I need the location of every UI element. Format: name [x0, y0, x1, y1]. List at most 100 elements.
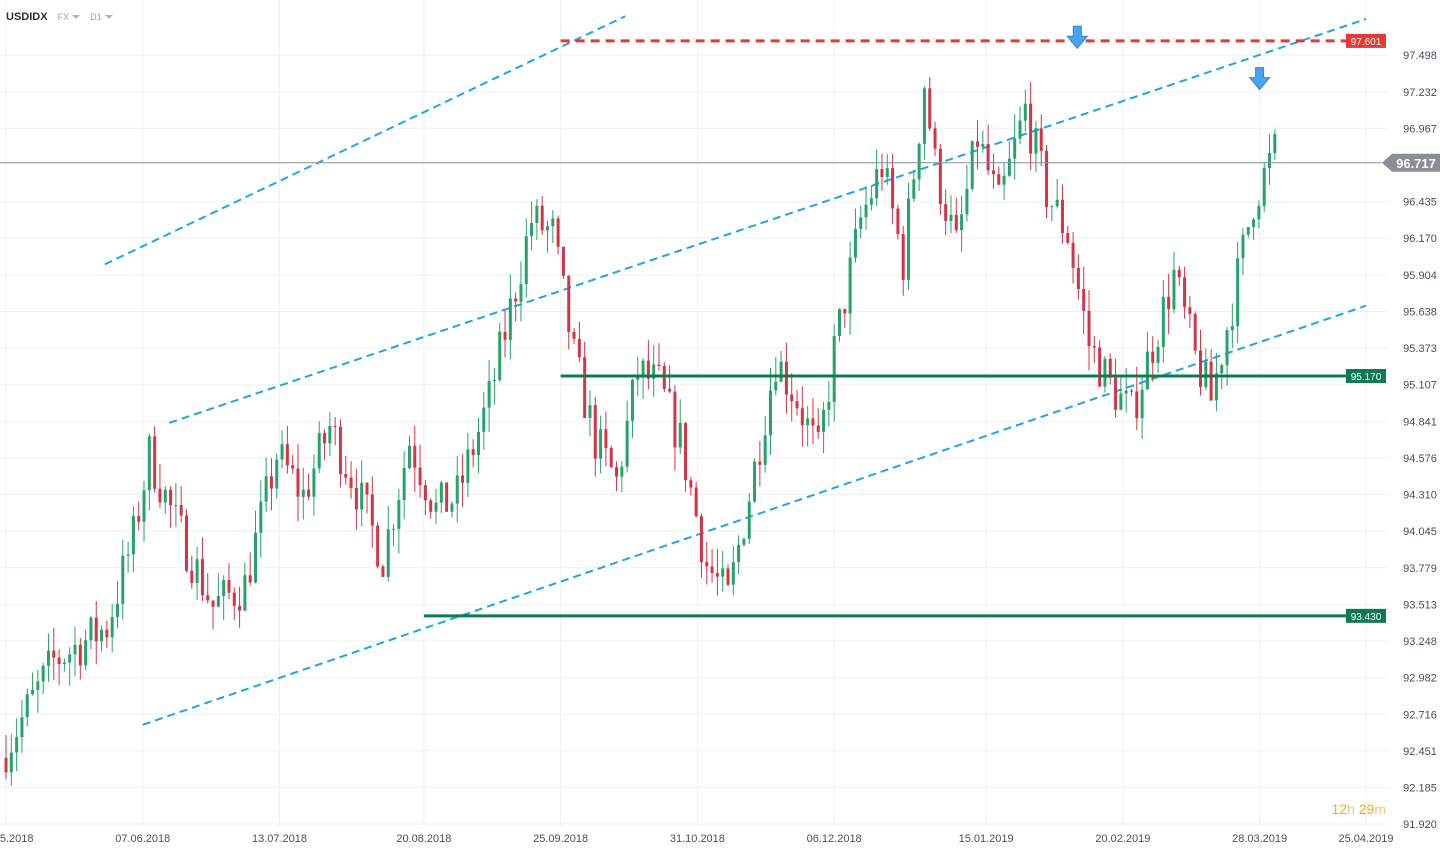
y-tick-label: 96.967: [1403, 123, 1437, 135]
candle-body: [912, 179, 916, 199]
candle-body: [768, 390, 772, 436]
candle-body: [636, 376, 640, 380]
candle-body: [163, 489, 167, 503]
candle-body: [1220, 365, 1224, 374]
candle-body: [185, 515, 189, 571]
candle-body: [110, 617, 114, 638]
x-tick-label: 20.02.2019: [1095, 833, 1150, 845]
candle-body: [158, 488, 162, 503]
candle-body: [577, 338, 581, 358]
candle-body: [386, 529, 390, 577]
candle-body: [1188, 307, 1192, 315]
candle-body: [1082, 288, 1086, 311]
candle-body: [567, 275, 571, 333]
x-tick-label: 25.09.2018: [533, 833, 588, 845]
candle-body: [625, 420, 629, 467]
interval-selector[interactable]: D1: [90, 12, 113, 22]
symbol-label: USDIDX: [6, 11, 48, 23]
candle-body: [530, 222, 534, 237]
candle-body: [445, 482, 449, 512]
candle-body: [131, 516, 135, 555]
candle-body: [593, 405, 597, 459]
candle-body: [705, 562, 709, 567]
candle-body: [514, 298, 518, 302]
x-tick-label: 02.05.2018: [0, 833, 34, 845]
candle-body: [190, 570, 194, 583]
y-tick-label: 92.451: [1403, 746, 1437, 758]
x-tick-label: 31.10.2018: [670, 833, 725, 845]
candle-body: [25, 694, 29, 718]
candle-body: [296, 468, 300, 497]
candle-body: [641, 360, 645, 377]
candle-body: [1066, 233, 1070, 243]
candle-body: [397, 500, 401, 529]
candle-body: [126, 554, 130, 556]
candle-body: [779, 361, 783, 382]
candle-body: [222, 580, 226, 597]
candle-body: [455, 475, 459, 504]
candle-body: [726, 568, 730, 585]
candle-body: [981, 143, 985, 147]
candle-body: [62, 662, 66, 665]
candle-body: [1018, 120, 1022, 139]
candle-body: [466, 449, 470, 483]
candlesticks: [4, 77, 1277, 786]
y-tick-label: 93.779: [1403, 563, 1437, 575]
candle-body: [843, 309, 847, 314]
candle-body: [907, 198, 911, 281]
candle-body: [78, 644, 82, 666]
candle-body: [4, 757, 8, 773]
candle-body: [238, 605, 242, 611]
candle-body: [609, 448, 613, 468]
candle-body: [349, 477, 353, 489]
candle-body: [1002, 175, 1006, 185]
candle-body: [954, 214, 958, 231]
candle-body: [137, 516, 141, 522]
candle-body: [784, 361, 788, 395]
level-tag-label: 93.430: [1351, 612, 1382, 623]
candle-body: [461, 475, 465, 483]
candle-body: [1114, 377, 1118, 410]
candle-body: [774, 381, 778, 391]
candle-body: [1135, 391, 1139, 419]
candle-body: [933, 128, 937, 149]
candle-body: [280, 444, 284, 460]
candle-body: [307, 489, 311, 497]
candle-body: [434, 502, 438, 512]
market-selector[interactable]: FX: [58, 12, 81, 22]
candle-body: [105, 629, 109, 638]
y-tick-label: 96.170: [1403, 233, 1437, 245]
candle-body: [753, 461, 757, 502]
price-axis: 91.920 92.185 92.451 92.716 92.982 93.248 93.5…: [1403, 50, 1437, 831]
x-tick-label: 25.04.2019: [1338, 833, 1393, 845]
candle-body: [1045, 150, 1049, 208]
candle-body: [429, 500, 433, 512]
candle-body: [848, 257, 852, 314]
candle-body: [721, 568, 725, 577]
candle-body: [1241, 234, 1245, 259]
level-tag: [1346, 369, 1386, 384]
candle-body: [84, 640, 88, 666]
signal-arrows: [1066, 25, 1271, 91]
candle-body: [259, 501, 263, 533]
candle-body: [795, 401, 799, 409]
candle-body: [275, 459, 279, 489]
level-tag-label: 97.601: [1351, 37, 1382, 48]
countdown-hours-unit: h: [1347, 801, 1355, 817]
candle-body: [439, 482, 443, 503]
candle-body: [487, 380, 491, 408]
candle-body: [970, 141, 974, 189]
candle-body: [1257, 205, 1261, 220]
candle-body: [944, 204, 948, 221]
candle-body: [684, 422, 688, 481]
candle-body: [169, 489, 173, 506]
candle-body: [418, 467, 422, 486]
candle-body: [179, 504, 183, 516]
candle-body: [519, 284, 523, 302]
candle-body: [1119, 393, 1123, 410]
candle-body: [646, 360, 650, 379]
candle-body: [392, 528, 396, 530]
candle-body: [1039, 128, 1043, 151]
countdown-minutes: 29: [1358, 801, 1375, 817]
